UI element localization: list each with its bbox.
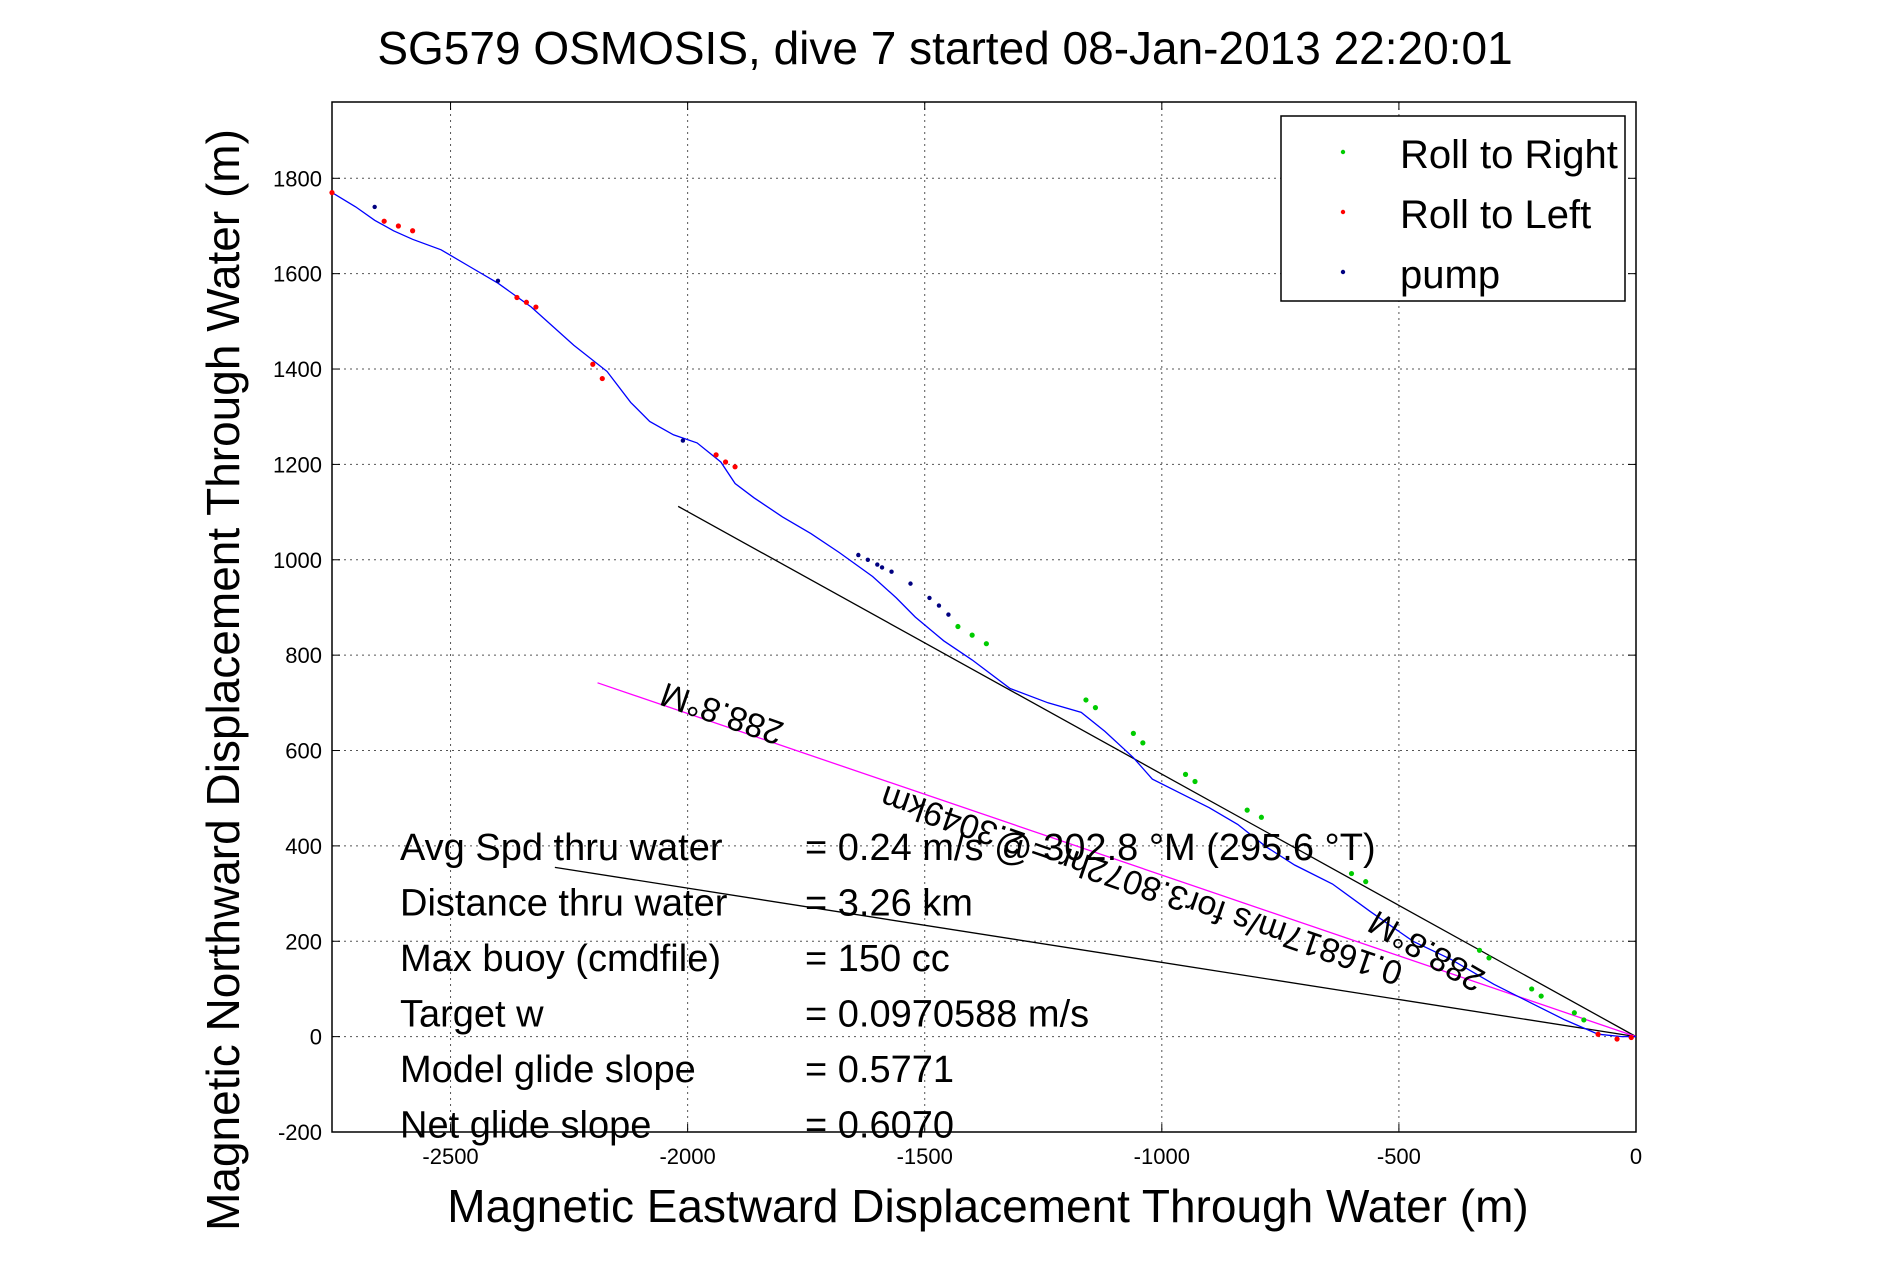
rotated-annotation: 288.8°M	[656, 675, 788, 752]
axis-ticks: -2500 -2000 -1500 -1000 -500 0-20002004006008…	[273, 102, 1642, 1169]
pump-point	[946, 612, 951, 617]
roll-right-point	[1486, 955, 1492, 961]
roll-right-point	[1581, 1017, 1587, 1023]
roll-left-point	[1614, 1036, 1620, 1042]
roll-right-point	[1476, 947, 1483, 953]
roll-left-point	[329, 190, 335, 196]
roll-left-point	[1595, 1031, 1601, 1037]
roll-right-point	[1083, 697, 1089, 703]
pump-point	[495, 278, 501, 284]
roll-right-point	[1092, 705, 1099, 711]
x-tick-label: -2500	[422, 1144, 478, 1169]
roll-right-point	[955, 623, 961, 630]
stat-value: = 0.24 m/s @ 302.8 °M (295.6 °T)	[805, 827, 1376, 869]
pump-point	[908, 581, 913, 586]
x-tick-label: -500	[1377, 1144, 1421, 1169]
stat-value: = 3.26 km	[805, 883, 973, 925]
legend-label: Roll to Left	[1400, 193, 1591, 237]
roll-left-point	[732, 464, 738, 470]
pump-point	[856, 552, 861, 558]
roll-left-point	[1628, 1034, 1634, 1041]
y-tick-label: 1400	[273, 357, 322, 382]
y-tick-label: 800	[285, 643, 322, 668]
stat-value: = 0.0970588 m/s	[805, 994, 1089, 1036]
legend-label: Roll to Right	[1400, 133, 1618, 177]
roll-right-point	[1244, 807, 1250, 813]
roll-right-point	[1363, 879, 1369, 885]
pump-point	[889, 569, 894, 574]
roll-left-point	[713, 452, 719, 458]
track-line	[331, 192, 1636, 1038]
chart-title: SG579 OSMOSIS, dive 7 started 08-Jan-201…	[377, 22, 1512, 74]
roll-right-point	[969, 632, 975, 638]
x-tick-label: -1500	[897, 1144, 953, 1169]
pump-point	[927, 595, 932, 601]
y-axis-label: Magnetic Northward Displacement Through …	[197, 129, 249, 1231]
legend-marker	[1340, 269, 1346, 275]
stats-block: Avg Spd thru water = 0.24 m/s @ 302.8 °M …	[400, 827, 1376, 1147]
x-tick-label: -1000	[1134, 1144, 1190, 1169]
pump-point	[680, 438, 686, 443]
roll-right-point	[1182, 771, 1189, 777]
y-tick-label: 1200	[273, 452, 322, 477]
roll-left-point	[722, 459, 729, 465]
stat-value: = 0.6070	[805, 1105, 954, 1147]
legend: Roll to Right Roll to Left pump	[1280, 115, 1626, 302]
roll-left-point	[533, 304, 539, 310]
pump-point	[865, 557, 871, 562]
roll-right-point	[1258, 814, 1264, 820]
y-tick-label: 1000	[273, 548, 322, 573]
pump-point	[936, 603, 942, 608]
pump-point	[372, 204, 377, 210]
roll-right-point	[983, 641, 989, 647]
legend-marker	[1340, 149, 1346, 155]
legend-label: pump	[1400, 253, 1500, 297]
roll-left-point	[523, 299, 530, 305]
y-tick-label: 1600	[273, 262, 322, 287]
marker-series	[329, 190, 1634, 1042]
stat-label: Max buoy (cmdfile)	[400, 938, 721, 980]
x-tick-label: -2000	[659, 1144, 715, 1169]
roll-right-point	[1529, 986, 1535, 992]
reference-lines	[554, 505, 1637, 1038]
roll-right-point	[1538, 993, 1544, 999]
y-tick-label: 200	[285, 929, 322, 954]
reference-line	[597, 682, 1637, 1038]
stat-label: Net glide slope	[400, 1105, 651, 1147]
y-tick-label: -200	[278, 1120, 322, 1145]
x-tick-label: 0	[1630, 1144, 1642, 1169]
legend-box	[1280, 115, 1626, 302]
stat-value: = 150 cc	[805, 938, 950, 980]
track-series	[331, 192, 1636, 1038]
roll-left-point	[590, 361, 596, 367]
roll-left-point	[514, 294, 520, 301]
roll-left-point	[410, 228, 416, 234]
plot-area-border	[331, 101, 1637, 1133]
roll-right-point	[1140, 740, 1146, 746]
stat-label: Avg Spd thru water	[400, 827, 723, 869]
stat-label: Target w	[400, 994, 544, 1036]
roll-right-point	[1348, 870, 1355, 877]
roll-left-point	[599, 375, 605, 382]
stat-label: Distance thru water	[400, 883, 728, 925]
reference-line	[554, 866, 1637, 1038]
stat-value: = 0.5771	[805, 1049, 954, 1091]
roll-right-point	[1192, 778, 1198, 785]
pump-point	[875, 562, 880, 567]
y-tick-label: 1800	[273, 166, 322, 191]
reference-line	[677, 505, 1637, 1038]
roll-left-point	[395, 223, 401, 229]
pump-point	[879, 565, 885, 570]
roll-right-point	[1130, 730, 1136, 736]
y-tick-label: 600	[285, 739, 322, 764]
y-tick-label: 400	[285, 834, 322, 859]
roll-left-point	[381, 218, 387, 224]
y-tick-label: 0	[310, 1025, 322, 1050]
legend-marker	[1340, 209, 1346, 215]
x-axis-label: Magnetic Eastward Displacement Through W…	[447, 1180, 1528, 1232]
stat-label: Model glide slope	[400, 1049, 696, 1091]
roll-right-point	[1571, 1010, 1577, 1016]
